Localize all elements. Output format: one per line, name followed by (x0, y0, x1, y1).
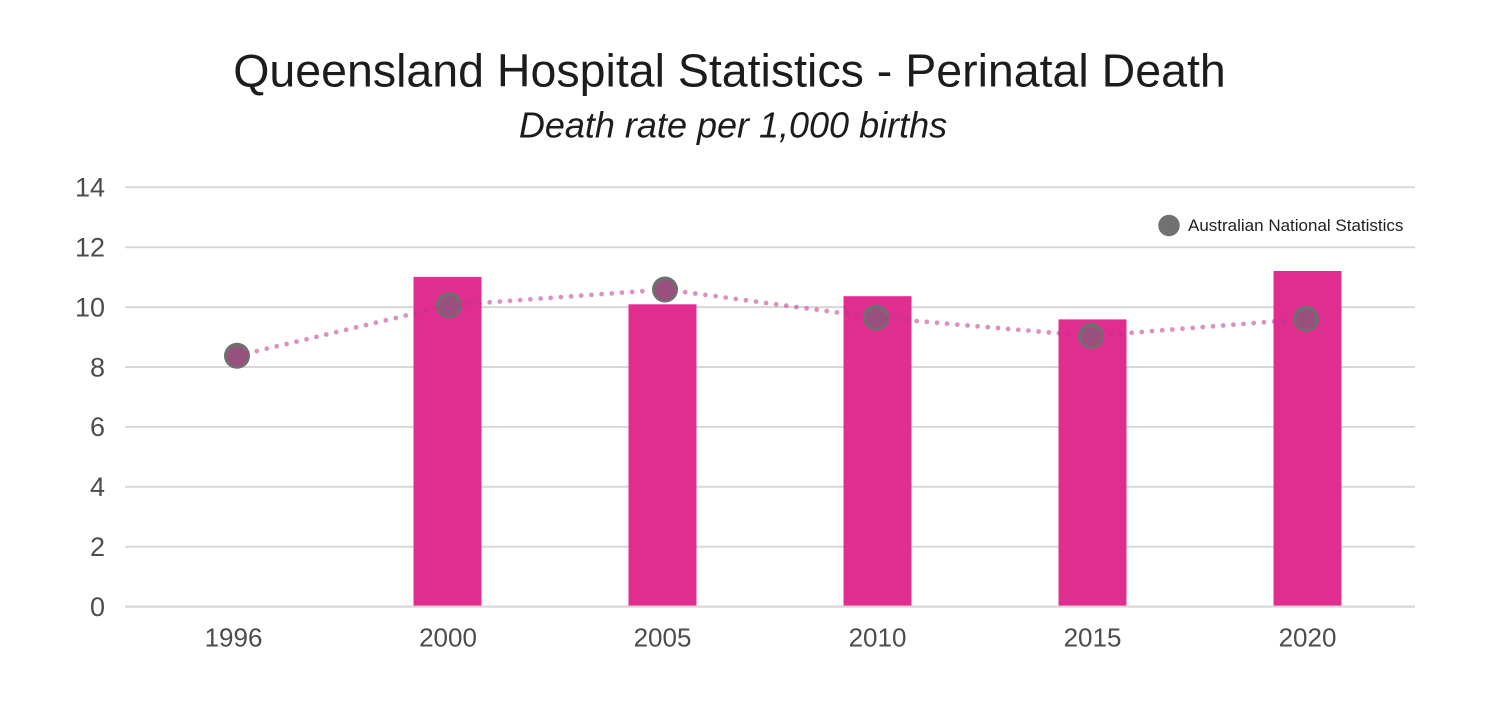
svg-text:Death rate per 1,000 births: Death rate per 1,000 births (519, 105, 947, 146)
svg-text:4: 4 (90, 472, 105, 502)
svg-text:2020: 2020 (1279, 622, 1337, 652)
svg-text:2015: 2015 (1064, 622, 1122, 652)
svg-text:Australian National Statistics: Australian National Statistics (1188, 216, 1403, 235)
svg-text:8: 8 (90, 352, 105, 382)
svg-text:2000: 2000 (419, 622, 477, 652)
svg-text:2010: 2010 (849, 622, 907, 652)
svg-text:2: 2 (90, 532, 105, 562)
svg-text:Queensland Hospital Statistics: Queensland Hospital Statistics - Perinat… (233, 45, 1226, 97)
svg-text:6: 6 (90, 412, 105, 442)
svg-text:1996: 1996 (205, 622, 263, 652)
svg-text:14: 14 (75, 173, 105, 203)
svg-text:12: 12 (75, 233, 105, 263)
svg-text:2005: 2005 (634, 622, 692, 652)
svg-text:0: 0 (90, 592, 105, 622)
svg-text:10: 10 (75, 292, 105, 322)
